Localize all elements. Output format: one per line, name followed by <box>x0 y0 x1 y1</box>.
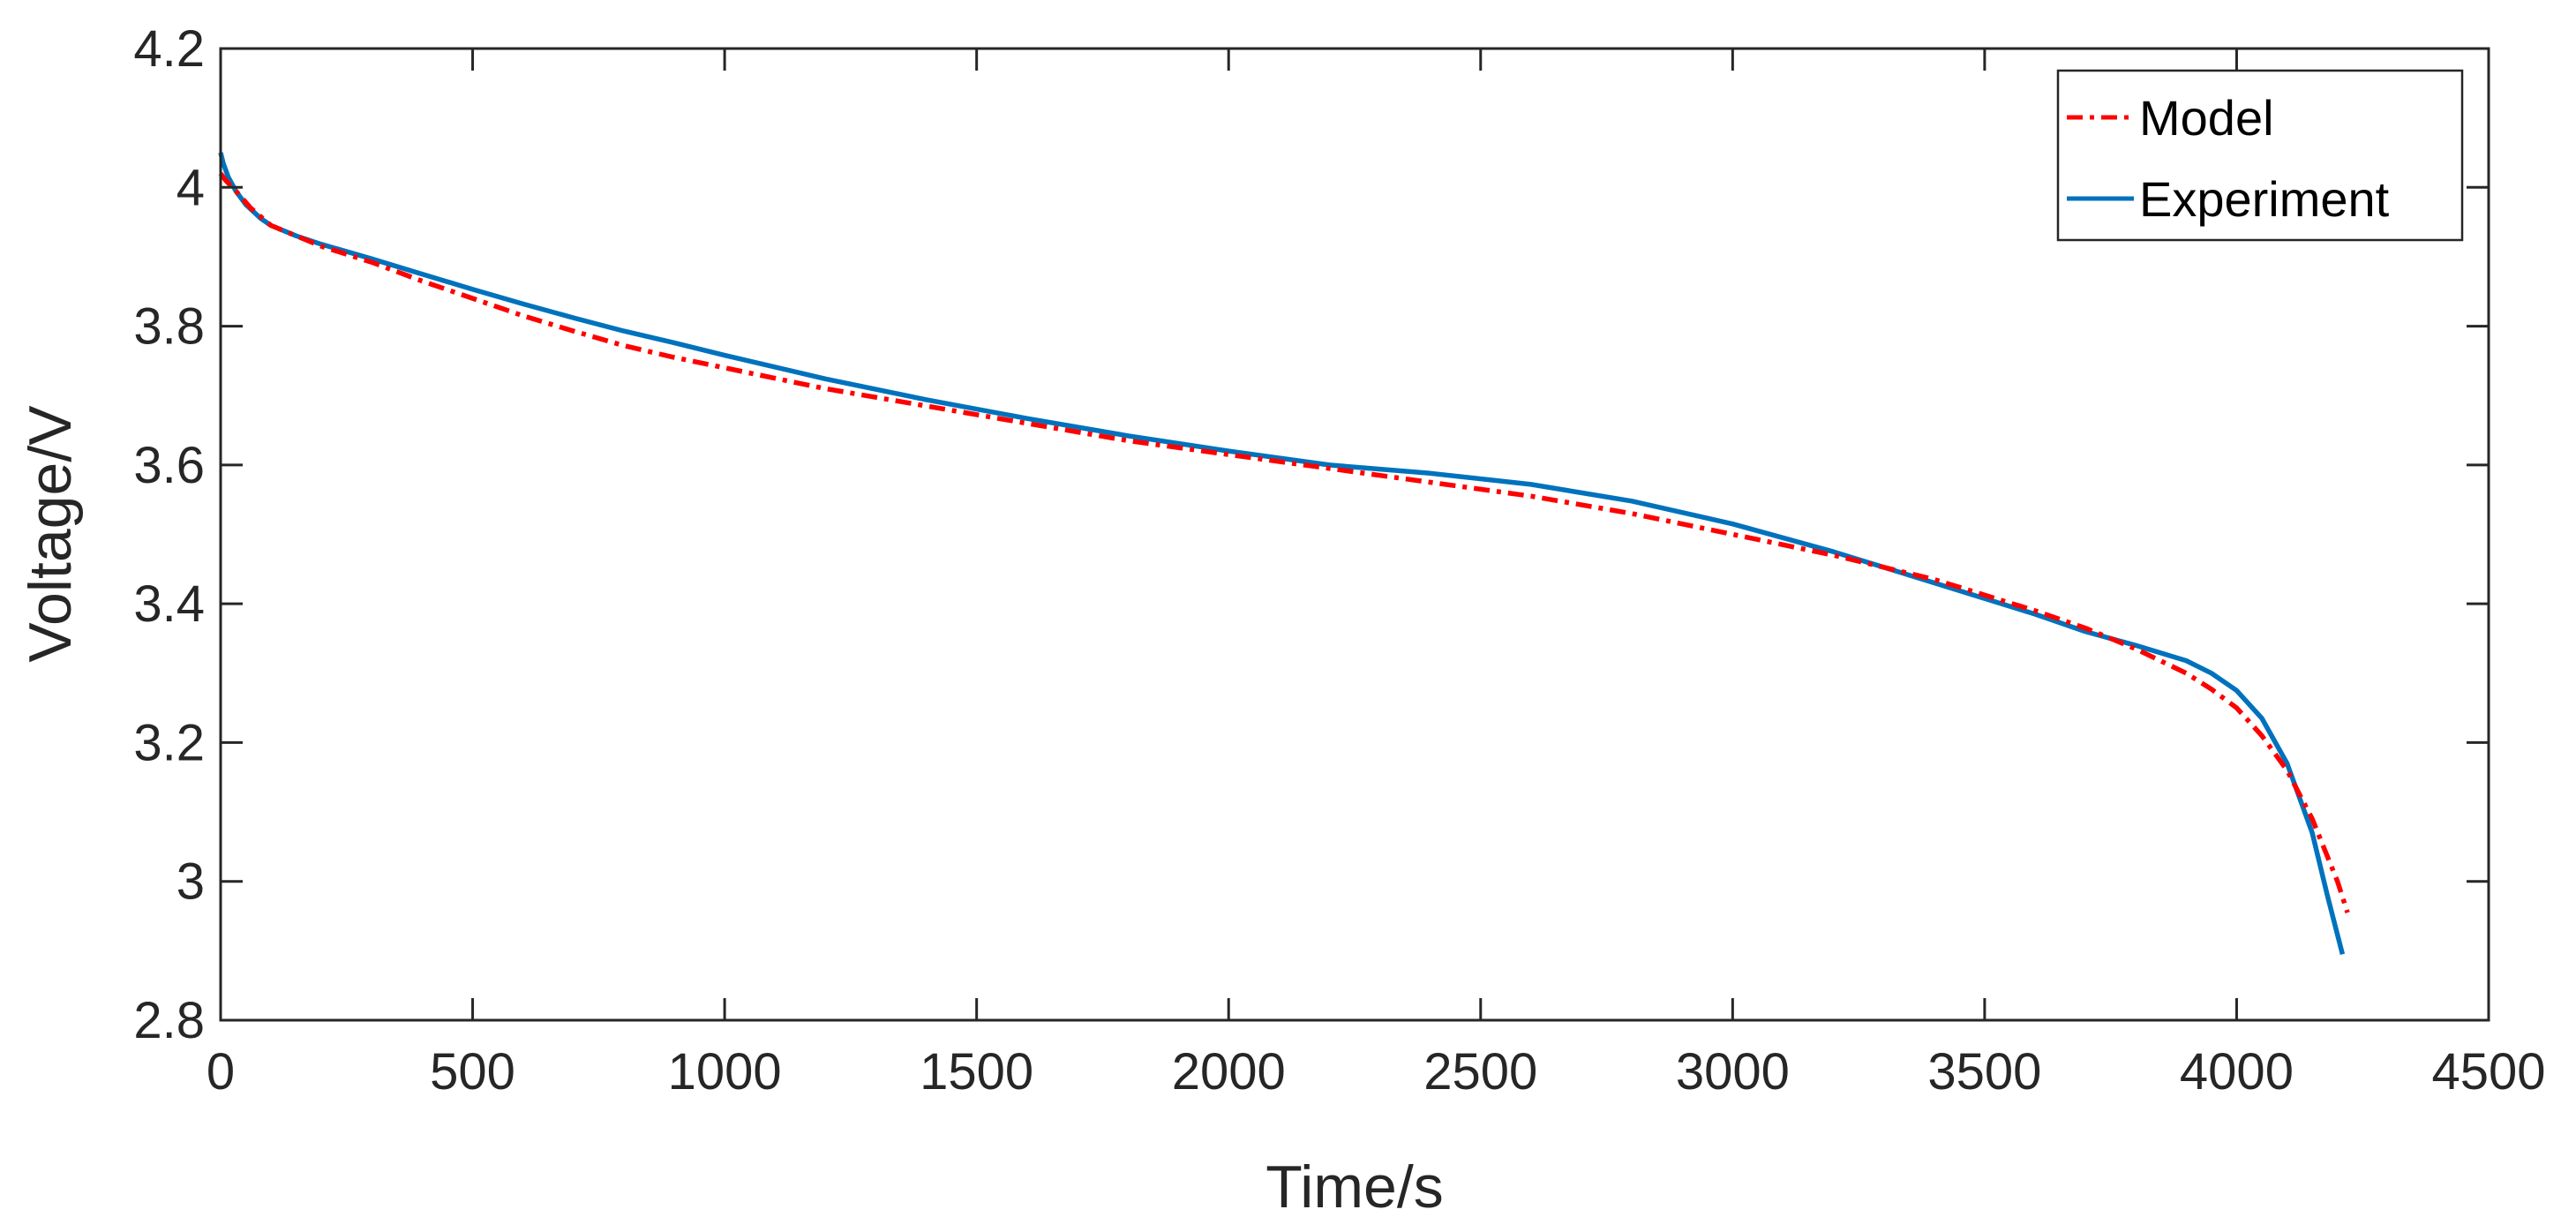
y-tick-label: 3.8 <box>133 298 205 356</box>
y-axis-title: Voltage/V <box>17 405 84 663</box>
x-tick-label: 1000 <box>668 1043 782 1101</box>
x-tick-label: 500 <box>430 1043 515 1101</box>
legend: Model Experiment <box>2056 69 2464 242</box>
y-tick-label: 4.2 <box>133 20 205 78</box>
legend-label-model: Model <box>2139 90 2274 146</box>
legend-label-experiment: Experiment <box>2139 171 2390 227</box>
y-tick-label: 3.6 <box>133 437 205 494</box>
x-tick-label: 4500 <box>2431 1043 2545 1101</box>
series-line-model <box>218 171 2350 913</box>
x-tick-label: 4000 <box>2180 1043 2294 1101</box>
y-tick-label: 2.8 <box>133 992 205 1049</box>
x-tick-label: 3500 <box>1927 1043 2041 1101</box>
y-tick-label: 4 <box>176 159 205 216</box>
x-tick-label: 3000 <box>1676 1043 1790 1101</box>
y-tick-label: 3.4 <box>133 575 205 633</box>
y-axis: 2.8 3 3.2 3.4 3.6 3.8 4 4.2 <box>133 20 2489 1049</box>
plot-frame <box>219 47 2490 1022</box>
y-tick-label: 3 <box>176 853 205 911</box>
x-tick-label: 1500 <box>920 1043 1033 1101</box>
series-line-experiment <box>218 152 2346 955</box>
legend-box <box>2056 69 2464 242</box>
x-axis: 0 500 1000 1500 2000 2500 3000 3500 4000 4500 <box>207 49 2546 1101</box>
y-tick-label: 3.2 <box>133 714 205 771</box>
series-layer <box>218 152 2350 955</box>
x-axis-title: Time/s <box>1265 1153 1443 1221</box>
x-tick-label: 0 <box>207 1043 235 1101</box>
x-tick-label: 2000 <box>1172 1043 1286 1101</box>
x-tick-label: 2500 <box>1423 1043 1537 1101</box>
